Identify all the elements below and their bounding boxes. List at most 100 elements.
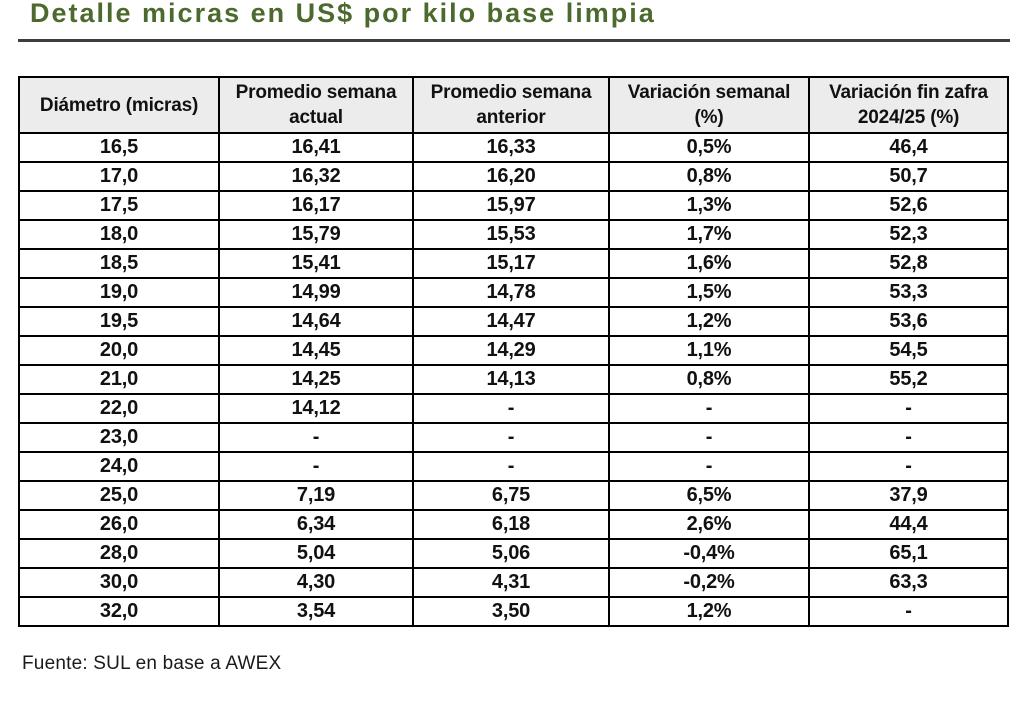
table-row: 23,0- - - - — [18, 422, 1009, 453]
value-cell: - — [808, 393, 1009, 424]
value-cell: 0,8% — [608, 161, 810, 192]
value-cell: 3,50 — [412, 596, 610, 627]
diameter-cell: 30,0 — [18, 567, 220, 598]
value-cell: 6,5% — [608, 480, 810, 511]
value-cell: 1,1% — [608, 335, 810, 366]
value-cell: 14,25 — [218, 364, 414, 395]
value-cell: 53,3 — [808, 277, 1009, 308]
value-cell: 1,2% — [608, 306, 810, 337]
diameter-cell: 17,0 — [18, 161, 220, 192]
diameter-cell: 17,5 — [18, 190, 220, 221]
value-cell: 16,17 — [218, 190, 414, 221]
value-cell: 1,7% — [608, 219, 810, 250]
value-cell: 52,6 — [808, 190, 1009, 221]
value-cell: - — [218, 422, 414, 453]
col-header-promedio-anterior: Promedio semana anterior — [412, 76, 610, 134]
table-row: 21,0 14,25 14,13 0,8% 55,2 — [18, 364, 1009, 395]
diameter-cell: 19,5 — [18, 306, 220, 337]
value-cell: 6,34 — [218, 509, 414, 540]
col-header-variacion-semanal: Variación semanal (%) — [608, 76, 810, 134]
value-cell: -0,2% — [608, 567, 810, 598]
value-cell: 15,17 — [412, 248, 610, 279]
table-row: 18,0 15,79 15,53 1,7% 52,3 — [18, 219, 1009, 250]
value-cell: 16,32 — [218, 161, 414, 192]
value-cell: - — [608, 422, 810, 453]
value-cell: 4,30 — [218, 567, 414, 598]
value-cell: - — [608, 451, 810, 482]
col-header-promedio-actual: Promedio semana actual — [218, 76, 414, 134]
diameter-cell: 25,0 — [18, 480, 220, 511]
table-row: 30,0 4,30 4,31 -0,2% 63,3 — [18, 567, 1009, 598]
value-cell: 6,18 — [412, 509, 610, 540]
table-row: 20,0 14,45 14,29 1,1% 54,5 — [18, 335, 1009, 366]
table-row: 19,0 14,99 14,78 1,5% 53,3 — [18, 277, 1009, 308]
value-cell: 53,6 — [808, 306, 1009, 337]
value-cell: 37,9 — [808, 480, 1009, 511]
value-cell: 2,6% — [608, 509, 810, 540]
value-cell: 0,5% — [608, 132, 810, 163]
value-cell: 15,53 — [412, 219, 610, 250]
value-cell: 1,2% — [608, 596, 810, 627]
diameter-cell: 18,5 — [18, 248, 220, 279]
value-cell: 6,75 — [412, 480, 610, 511]
value-cell: 4,31 — [412, 567, 610, 598]
value-cell: - — [218, 451, 414, 482]
table-row: 25,0 7,19 6,75 6,5% 37,9 — [18, 480, 1009, 511]
col-header-variacion-zafra: Variación fin zafra 2024/25 (%) — [808, 76, 1009, 134]
value-cell: 1,5% — [608, 277, 810, 308]
value-cell: 14,47 — [412, 306, 610, 337]
table-row: 22,0 14,12- - - — [18, 393, 1009, 424]
diameter-cell: 16,5 — [18, 132, 220, 163]
value-cell: 5,04 — [218, 538, 414, 569]
page-title: Detalle micras en US$ por kilo base limp… — [30, 0, 656, 28]
value-cell: 14,99 — [218, 277, 414, 308]
value-cell: 14,29 — [412, 335, 610, 366]
value-cell: -0,4% — [608, 538, 810, 569]
diameter-cell: 28,0 — [18, 538, 220, 569]
value-cell: 16,41 — [218, 132, 414, 163]
value-cell: - — [808, 451, 1009, 482]
header-row: Diámetro (micras) Promedio semana actual… — [18, 76, 1009, 134]
diameter-cell: 23,0 — [18, 422, 220, 453]
value-cell: 14,13 — [412, 364, 610, 395]
micron-table-container: Diámetro (micras) Promedio semana actual… — [18, 76, 1009, 627]
table-header: Diámetro (micras) Promedio semana actual… — [18, 76, 1009, 134]
table-row: 17,0 16,32 16,20 0,8% 50,7 — [18, 161, 1009, 192]
value-cell: 1,6% — [608, 248, 810, 279]
diameter-cell: 24,0 — [18, 451, 220, 482]
value-cell: 44,4 — [808, 509, 1009, 540]
diameter-cell: 26,0 — [18, 509, 220, 540]
diameter-cell: 22,0 — [18, 393, 220, 424]
value-cell: 54,5 — [808, 335, 1009, 366]
value-cell: 1,3% — [608, 190, 810, 221]
value-cell: 14,45 — [218, 335, 414, 366]
value-cell: - — [412, 451, 610, 482]
table-body: 16,5 16,41 16,33 0,5% 46,4 17,0 16,32 16,20 0,8%… — [18, 132, 1009, 627]
source-note: Fuente: SUL en base a AWEX — [22, 653, 282, 674]
diameter-cell: 20,0 — [18, 335, 220, 366]
value-cell: 55,2 — [808, 364, 1009, 395]
table-row: 24,0- - - - — [18, 451, 1009, 482]
table-row: 32,0 3,54 3,50 1,2% - — [18, 596, 1009, 627]
value-cell: 15,79 — [218, 219, 414, 250]
value-cell: 7,19 — [218, 480, 414, 511]
table-row: 26,0 6,34 6,18 2,6% 44,4 — [18, 509, 1009, 540]
value-cell: 15,41 — [218, 248, 414, 279]
diameter-cell: 32,0 — [18, 596, 220, 627]
value-cell: 16,33 — [412, 132, 610, 163]
value-cell: 16,20 — [412, 161, 610, 192]
value-cell: 52,8 — [808, 248, 1009, 279]
value-cell: - — [412, 393, 610, 424]
value-cell: - — [808, 596, 1009, 627]
value-cell: 14,64 — [218, 306, 414, 337]
table-row: 18,5 15,41 15,17 1,6% 52,8 — [18, 248, 1009, 279]
title-underline — [18, 39, 1010, 42]
diameter-cell: 18,0 — [18, 219, 220, 250]
value-cell: - — [412, 422, 610, 453]
value-cell: 5,06 — [412, 538, 610, 569]
value-cell: 14,78 — [412, 277, 610, 308]
value-cell: 52,3 — [808, 219, 1009, 250]
value-cell: - — [808, 422, 1009, 453]
value-cell: 46,4 — [808, 132, 1009, 163]
